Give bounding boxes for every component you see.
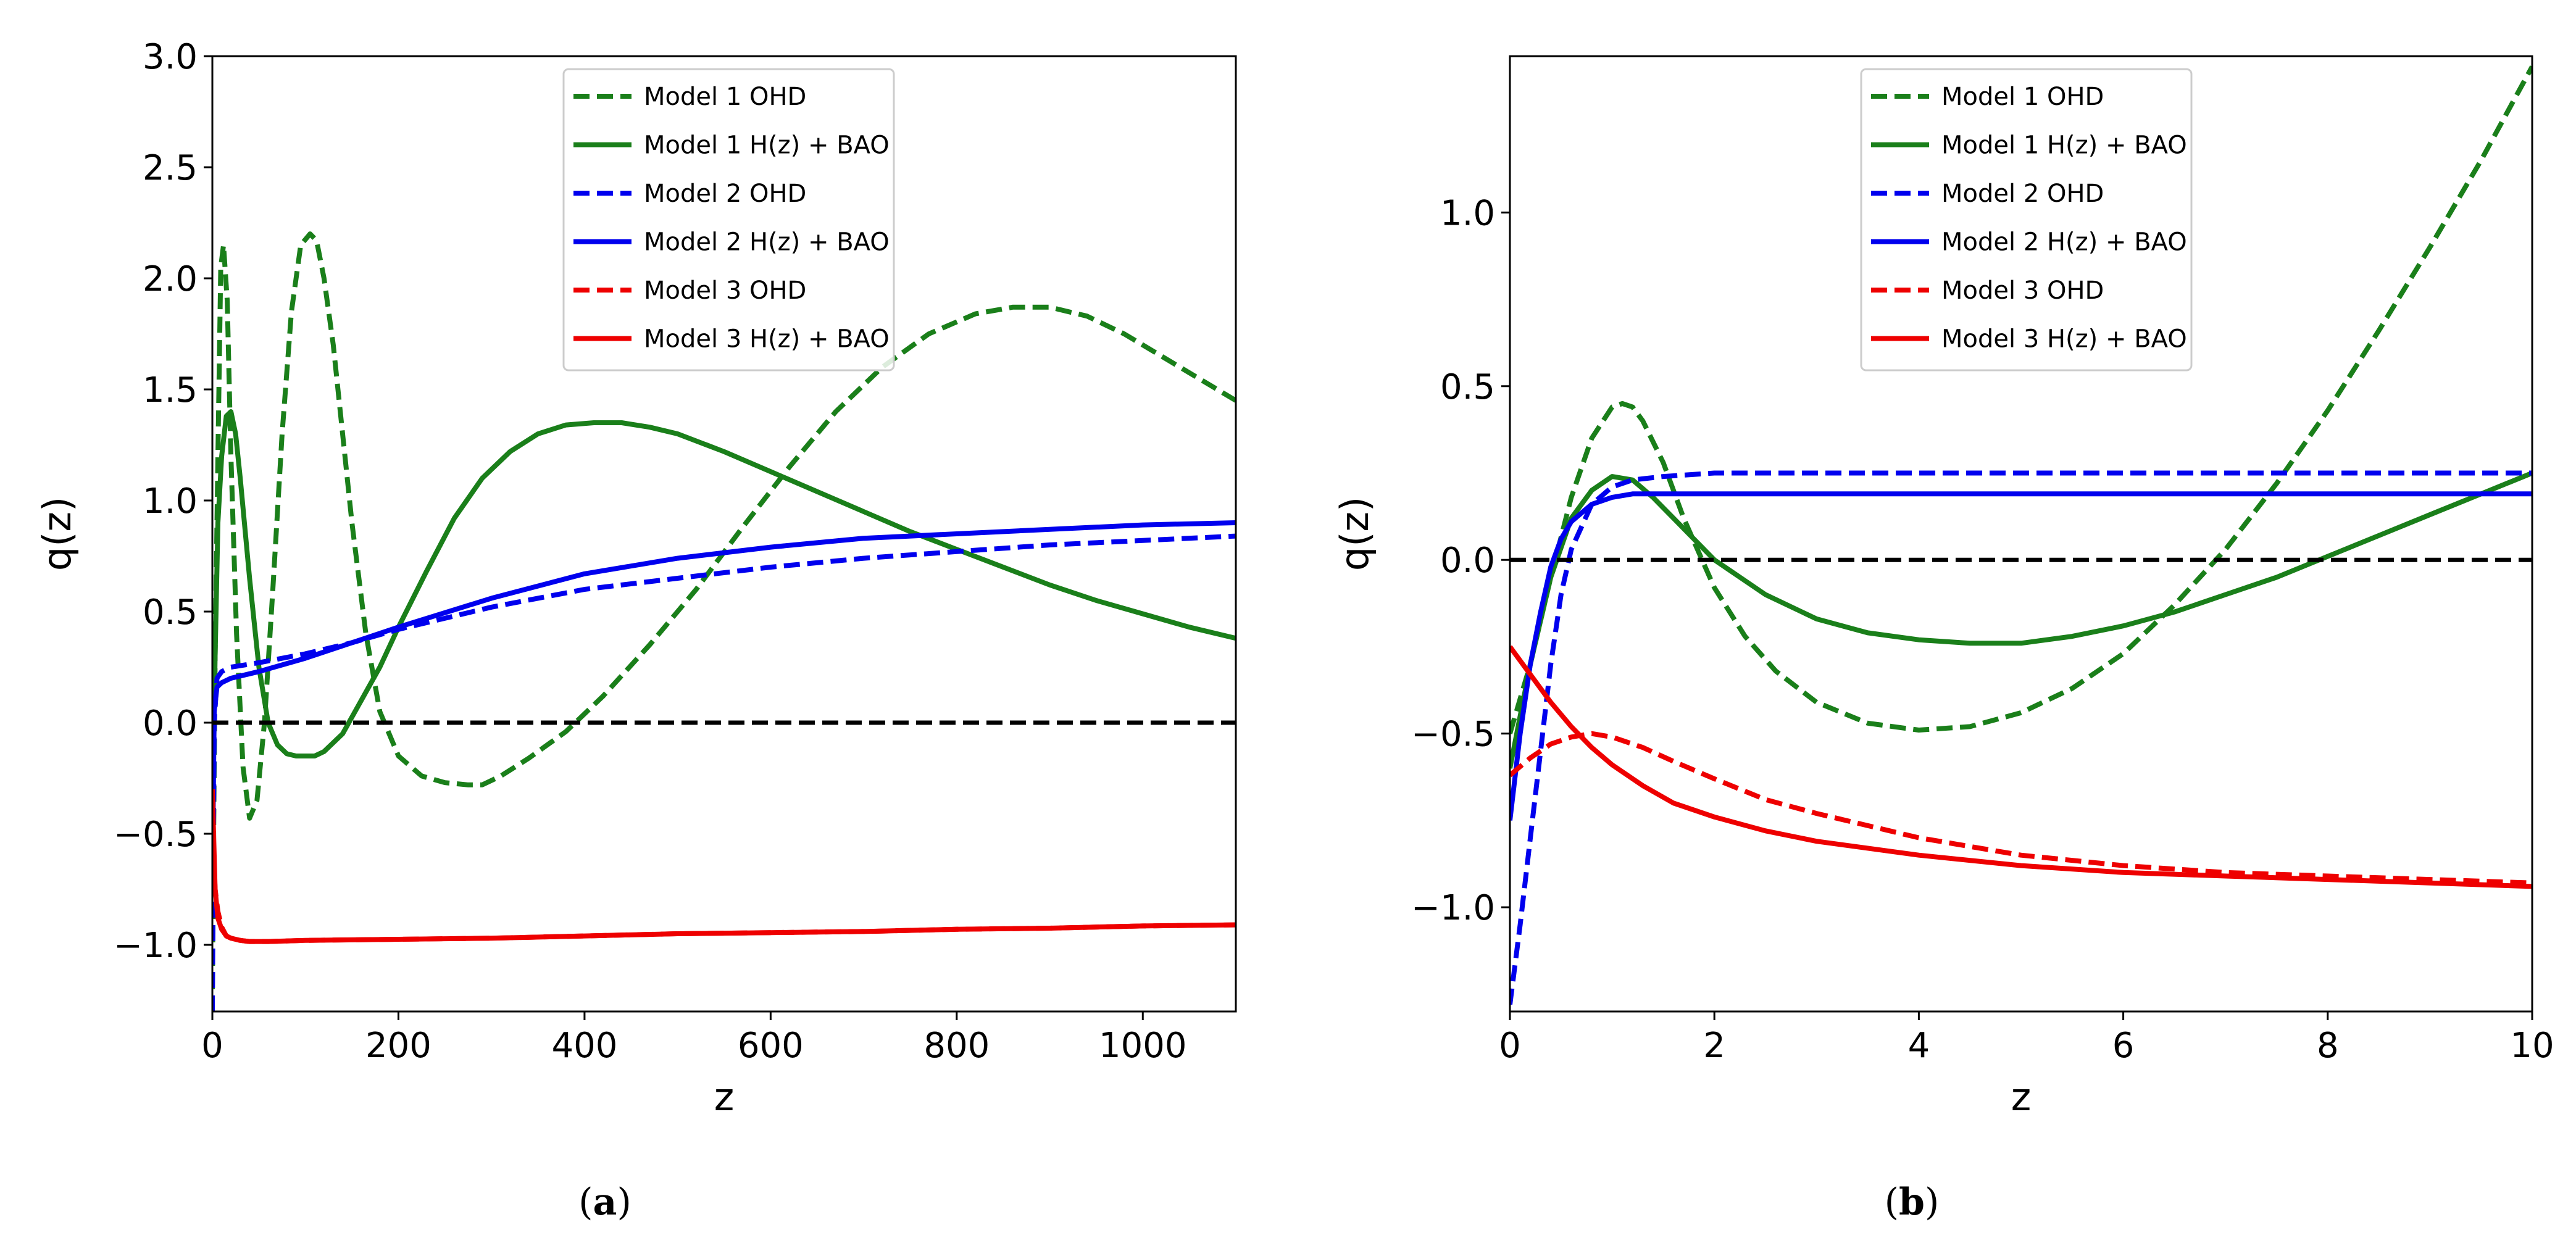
series-line-b-6 [1510,645,2532,889]
x-tick-label-a: 800 [923,1026,990,1066]
y-axis-label-a: q(z) [35,497,80,571]
series-line-a-2 [212,409,1236,834]
series-line-b-5 [1510,731,2532,886]
y-tick-label-a: 2.0 [143,259,198,299]
x-axis-label-b: z [2011,1074,2032,1119]
y-axis-label-b: q(z) [1332,497,1377,571]
series-line-b-2 [1510,470,2532,769]
legend-box-a [562,68,895,372]
y-tick-label-b: −1.0 [1411,888,1495,928]
x-tick-label-a: 0 [201,1026,223,1066]
legend-label-a-1: Model 1 OHD [644,83,806,111]
x-tick-label-a: 600 [738,1026,804,1066]
legend-label-b-3: Model 2 OHD [1941,180,2104,208]
y-tick-label-a: 0.0 [143,704,198,744]
y-tick-label-b: 0.0 [1440,541,1495,581]
caption-a-letter: a [593,1181,617,1224]
caption-a-close: ) [617,1181,631,1224]
y-tick-label-a: −0.5 [114,815,198,855]
chart-panel-a: 0 200 400 600 800 1000 −1.0 −0.5 0.0 0.5 1.0 1.5 2.0… [35,37,1237,1119]
series-line-a-1 [212,231,1236,990]
x-tick-label-b: 6 [2112,1026,2135,1066]
series-line-a-4 [212,520,1236,890]
x-tick-label-b: 2 [1703,1026,1725,1066]
legend-label-a-6: Model 3 H(z) + BAO [644,325,890,354]
legend-label-a-4: Model 2 H(z) + BAO [644,228,890,257]
caption-b-open: ( [1885,1181,1899,1224]
legend-label-b-2: Model 1 H(z) + BAO [1941,131,2187,160]
x-tick-label-a: 200 [365,1026,431,1066]
caption-b-letter: b [1899,1181,1925,1224]
x-axis-label-a: z [714,1074,735,1119]
caption-b: (b) [1885,1181,1940,1224]
series-line-b-4 [1510,491,2532,821]
legend-label-a-5: Model 3 OHD [644,276,806,305]
chart-panel-b: 0 2 4 6 8 10 −1.0 −0.5 0.0 0.5 1.0 z q(z) Model 1 OHD… [1332,55,2554,1119]
y-tick-label-b: 0.5 [1440,367,1495,407]
legend-label-b-1: Model 1 OHD [1941,83,2104,111]
caption-a-open: ( [578,1181,593,1224]
legend-label-b-4: Model 2 H(z) + BAO [1941,228,2187,257]
series-line-a-3 [212,533,1236,1011]
legend-label-b-6: Model 3 H(z) + BAO [1941,325,2187,354]
caption-a: (a) [578,1181,631,1224]
legend-label-a-3: Model 2 OHD [644,180,806,208]
series-line-a-6 [212,789,1236,944]
y-tick-label-a: 3.0 [143,37,198,77]
caption-b-close: ) [1925,1181,1939,1224]
x-tick-label-a: 1000 [1099,1026,1187,1066]
series-line-b-3 [1510,470,2532,1005]
legend-box-b [1860,68,2193,372]
y-tick-label-a: −1.0 [114,926,198,966]
y-tick-label-a: 2.5 [143,148,198,188]
x-tick-label-b: 10 [2510,1026,2554,1066]
series-line-b-1 [1510,65,2532,734]
legend-label-a-2: Model 1 H(z) + BAO [644,131,890,160]
x-tick-label-b: 8 [2317,1026,2339,1066]
x-tick-label-b: 0 [1499,1026,1521,1066]
x-tick-label-b: 4 [1908,1026,1930,1066]
y-tick-label-a: 1.5 [143,370,198,410]
legend-label-b-5: Model 3 OHD [1941,276,2104,305]
y-tick-label-a: 1.0 [143,481,198,521]
y-tick-label-a: 0.5 [143,592,198,633]
y-tick-label-b: −0.5 [1411,715,1495,755]
plot-frame-a [211,55,1237,1013]
x-tick-label-a: 400 [551,1026,617,1066]
plot-frame-b [1509,55,2533,1013]
y-tick-label-b: 1.0 [1440,193,1495,233]
